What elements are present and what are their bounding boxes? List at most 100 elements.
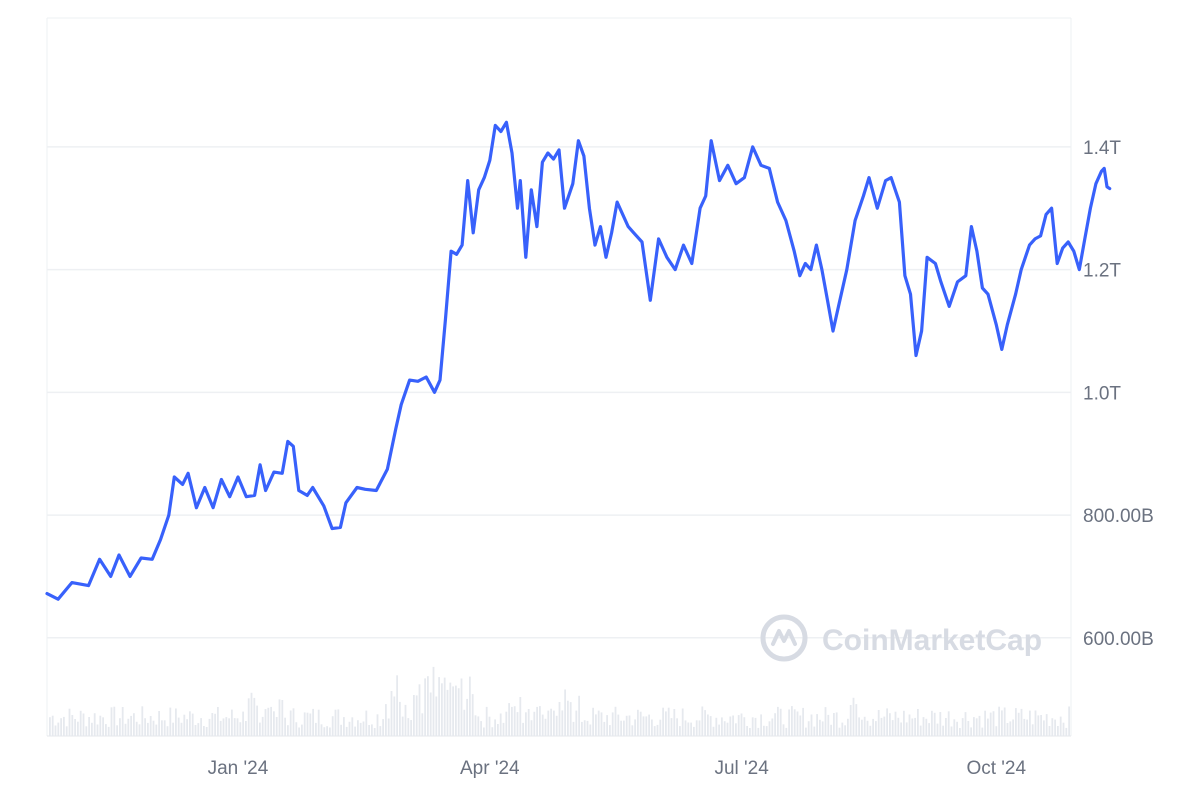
volume-bar [945, 718, 947, 736]
volume-bar [469, 676, 471, 736]
volume-bar [116, 725, 118, 736]
volume-bar [239, 722, 242, 736]
y-tick-label: 1.0T [1083, 383, 1121, 404]
volume-bar [519, 697, 522, 736]
volume-bar [987, 718, 989, 736]
volume-bar [438, 677, 440, 736]
volume-bar [208, 718, 211, 736]
volume-bar [1006, 723, 1009, 736]
volume-bar [928, 723, 930, 736]
volume-bar [511, 706, 513, 736]
volume-bar [488, 716, 491, 736]
volume-bar [718, 724, 720, 736]
volume-bar [385, 704, 387, 736]
volume-bar [894, 711, 897, 736]
volume-bar [998, 706, 1000, 736]
volume-bar [984, 710, 986, 736]
volume-bar [264, 709, 267, 736]
volume-bar [611, 712, 614, 736]
volume-bar [1048, 726, 1051, 736]
volume-bar [105, 724, 107, 736]
volume-bar [231, 709, 233, 736]
volume-bar [1017, 712, 1020, 736]
volume-bar [813, 726, 816, 736]
volume-bar [816, 714, 818, 736]
volume-bar [847, 718, 849, 736]
volume-bar [1051, 718, 1054, 736]
volume-bar [85, 726, 88, 736]
volume-bar [175, 708, 177, 736]
volume-bar [79, 710, 82, 736]
volume-bar [788, 709, 790, 736]
y-tick-label: 800.00B [1083, 506, 1154, 527]
volume-bar [183, 714, 186, 736]
volume-bar [1068, 706, 1070, 736]
volume-bar [267, 707, 270, 736]
volume-bar [284, 717, 286, 736]
volume-bar [1001, 710, 1003, 736]
volume-bar [130, 715, 132, 736]
volume-bar [273, 711, 275, 736]
volume-bar [1037, 715, 1040, 736]
volume-bar [883, 716, 886, 736]
volume-bar [1015, 708, 1017, 736]
volume-bar [166, 726, 169, 736]
volume-bar [712, 726, 715, 736]
volume-bar [746, 726, 748, 736]
volume-bar [600, 712, 603, 736]
volume-bar [589, 724, 592, 736]
volume-bar [729, 716, 732, 736]
volume-bar [849, 705, 852, 736]
volume-bar [368, 725, 370, 736]
volume-bar [323, 727, 326, 736]
volume-bar [956, 721, 958, 736]
volume-bar [443, 677, 446, 736]
volume-bar [348, 721, 351, 736]
volume-bar [502, 722, 505, 736]
volume-bar [261, 716, 264, 736]
volume-bar [561, 710, 564, 736]
volume-bar [768, 721, 771, 736]
volume-bar [911, 718, 914, 736]
volume-bar [320, 724, 323, 736]
volume-bar [793, 709, 796, 736]
volume-bar [382, 719, 384, 736]
volume-bar [141, 706, 144, 736]
volume-bar [740, 713, 743, 736]
volume-bar [623, 720, 625, 736]
volume-bar [757, 727, 760, 736]
volume-bar [68, 708, 71, 736]
volume-bar [404, 704, 407, 736]
volume-bar [914, 717, 916, 736]
volume-bar [861, 719, 863, 736]
volume-bar [541, 714, 544, 736]
volume-bar [544, 718, 547, 736]
volume-bar [1029, 710, 1031, 736]
volume-bar [491, 727, 494, 736]
volume-bar [735, 723, 737, 736]
volume-bar [978, 715, 981, 736]
volume-bar [427, 676, 429, 736]
volume-bar [275, 717, 278, 736]
volume-bar [499, 713, 502, 736]
volume-bar [1009, 721, 1012, 736]
volume-bar [620, 720, 622, 736]
volume-bar [737, 715, 740, 736]
volume-bar [639, 711, 642, 736]
volume-bar [662, 707, 664, 736]
volume-bar [71, 715, 74, 736]
volume-bar [474, 715, 477, 736]
volume-bar [362, 721, 365, 736]
volume-bar [298, 727, 300, 736]
volume-bar [609, 725, 611, 736]
volume-bar [821, 721, 824, 736]
series-line [45, 120, 1112, 601]
volume-bar [751, 717, 754, 736]
volume-bar [387, 718, 390, 736]
volume-bar [659, 719, 662, 736]
volume-bar [905, 722, 908, 736]
volume-bar [617, 714, 620, 736]
volume-bar [177, 717, 180, 736]
volume-bar [88, 717, 90, 736]
volume-bar [1065, 727, 1068, 736]
